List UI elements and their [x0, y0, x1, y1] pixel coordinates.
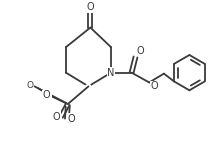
Text: O: O [32, 85, 33, 86]
Text: O: O [27, 81, 34, 90]
Text: O: O [52, 112, 60, 122]
Text: O: O [87, 2, 94, 12]
Text: N: N [107, 68, 115, 78]
Text: O: O [43, 90, 50, 100]
Text: O: O [137, 46, 144, 56]
Text: O: O [44, 90, 51, 100]
Text: O: O [68, 114, 75, 124]
Text: O: O [150, 81, 158, 91]
